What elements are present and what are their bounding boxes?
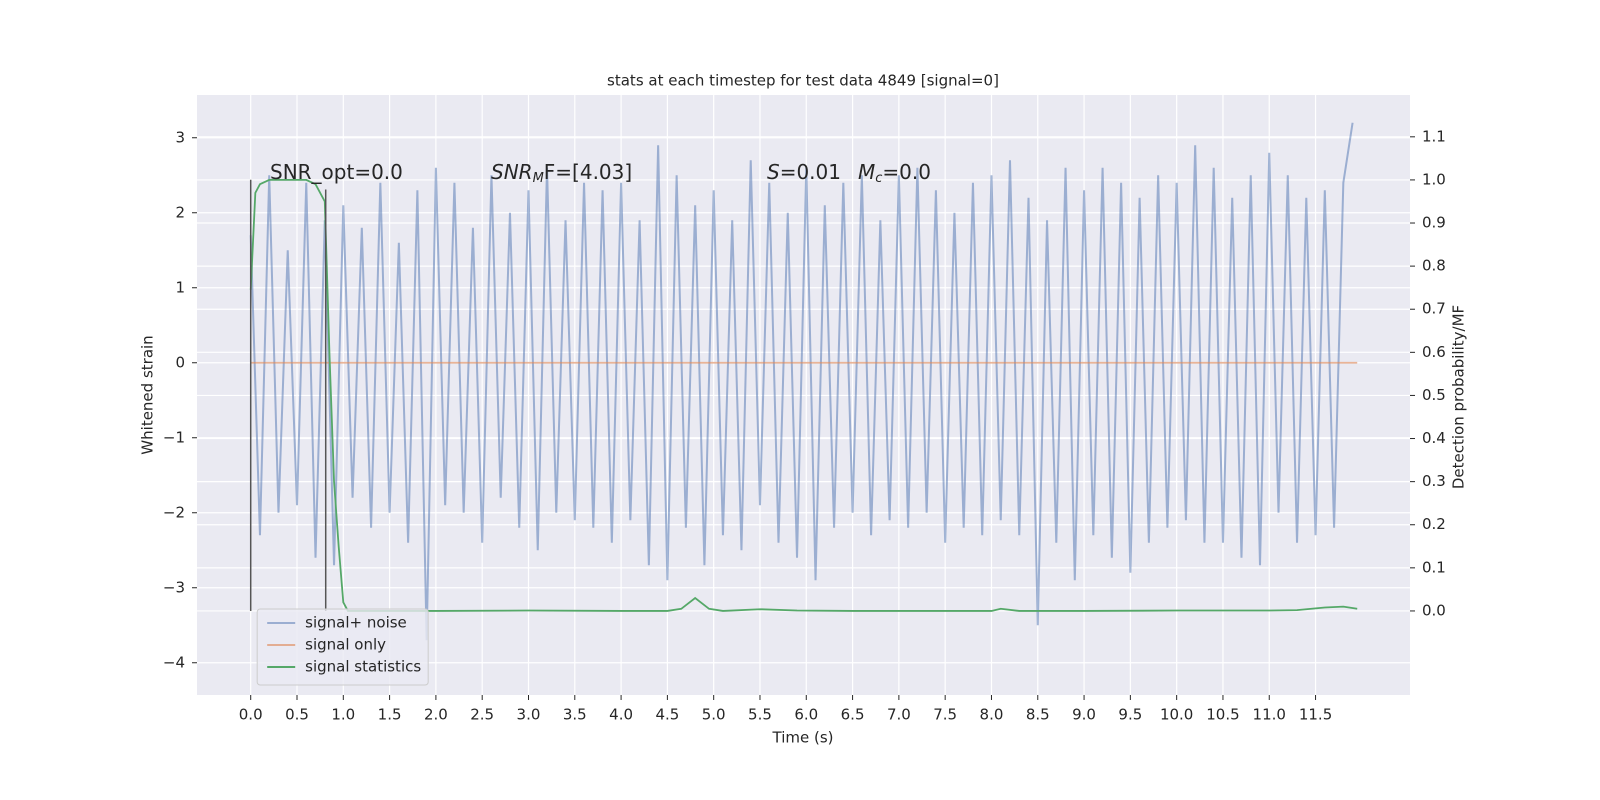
x-tick-label: 11.5 [1299,706,1332,724]
y2-tick-label: 0.4 [1422,429,1446,447]
x-tick-label: 3.5 [563,706,587,724]
x-tick-label: 6.0 [794,706,818,724]
y2-tick-label: 0.3 [1422,472,1446,490]
legend-label: signal statistics [305,658,421,676]
marks [249,122,1358,641]
y2-tick-label: 0.0 [1422,601,1446,619]
annotation: SNR_opt=0.0 [270,160,403,184]
x-tick-label: 8.0 [980,706,1004,724]
y2-tick-label: 1.0 [1422,170,1446,188]
x-tick-label: 3.0 [517,706,541,724]
chart-title: stats at each timestep for test data 484… [607,72,999,90]
y2-tick-label: 1.1 [1422,127,1446,145]
y-tick-label: 1 [175,278,185,296]
y-tick-label: −4 [163,653,185,671]
y2-axis-label: Detection probability/MF [1450,305,1468,489]
y2-tick-label: 0.6 [1422,343,1446,361]
legend-box [256,608,429,686]
x-tick-label: 10.0 [1160,706,1193,724]
x-tick-label: 5.0 [702,706,726,724]
y-tick-label: 2 [175,203,185,221]
x-tick-label: 1.0 [331,706,355,724]
y-tick-label: 0 [175,353,185,371]
x-tick-label: 2.5 [470,706,494,724]
legend-label: signal+ noise [305,614,407,632]
x-tick-label: 8.5 [1026,706,1050,724]
y2-tick-label: 0.8 [1422,257,1446,275]
y2-tick-label: 0.2 [1422,515,1446,533]
x-tick-label: 7.0 [887,706,911,724]
x-tick-label: 0.0 [239,706,263,724]
y2-tick-label: 0.1 [1422,558,1446,576]
y-tick-label: 3 [175,128,185,146]
y-axis-label: Whitened strain [139,335,157,454]
y2-tick-label: 0.9 [1422,214,1446,232]
y2-tick-label: 0.7 [1422,300,1446,318]
x-tick-label: 9.0 [1072,706,1096,724]
y-tick-label: −2 [163,503,185,521]
annotation: SNRMF=[4.03] [491,160,632,186]
x-tick-label: 10.5 [1206,706,1239,724]
x-tick-label: 2.0 [424,706,448,724]
y-tick-label: −1 [163,428,185,446]
series-line [249,179,1358,612]
annotation: S=0.01 [767,160,841,184]
x-tick-label: 6.5 [841,706,865,724]
x-tick-label: 0.5 [285,706,309,724]
annotation: Mc=0.0 [858,160,931,186]
y2-tick-label: 0.5 [1422,386,1446,404]
x-tick-label: 9.5 [1118,706,1142,724]
x-tick-label: 5.5 [748,706,772,724]
x-tick-label: 11.0 [1253,706,1286,724]
legend: signal+ noise signal only signal statistic… [256,608,429,686]
x-tick-label: 4.0 [609,706,633,724]
x-axis-label: Time (s) [772,729,834,747]
x-tick-label: 1.5 [378,706,402,724]
y-tick-label: −3 [163,578,185,596]
x-tick-label: 4.5 [655,706,679,724]
x-tick-label: 7.5 [933,706,957,724]
legend-label: signal only [305,636,386,654]
